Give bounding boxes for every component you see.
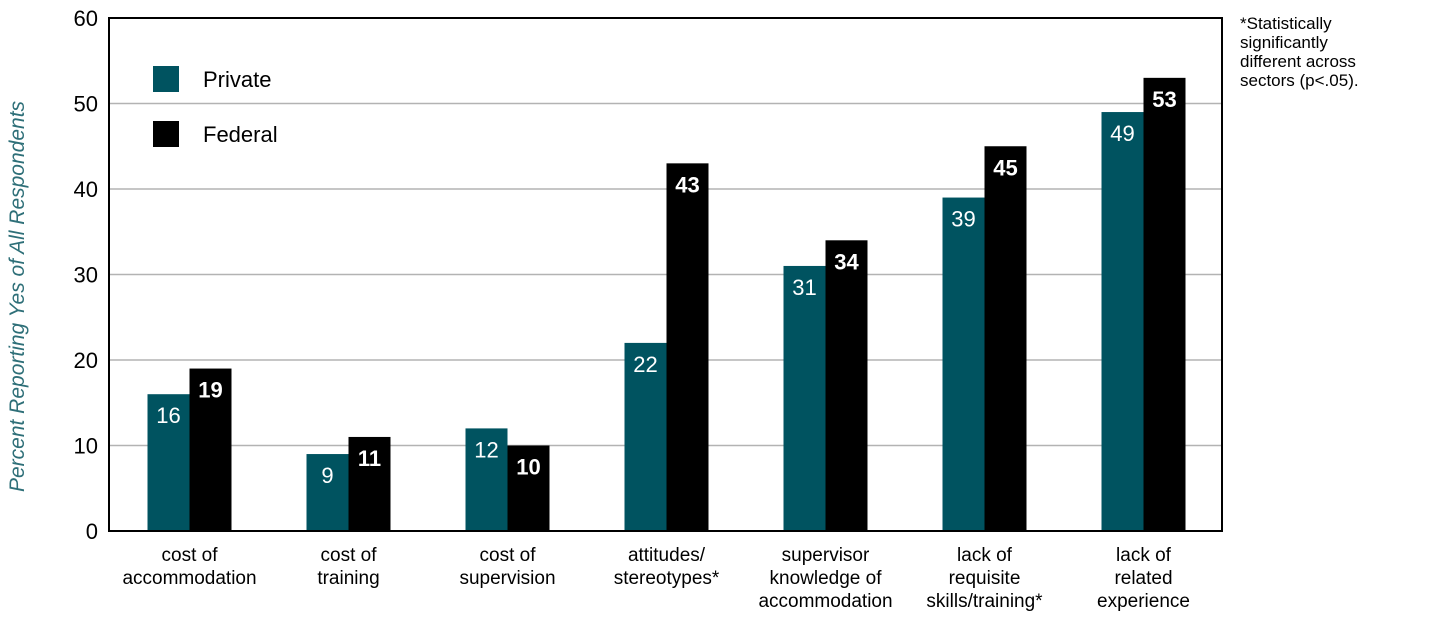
- bar-value-label: 39: [951, 207, 975, 232]
- x-tick-label: skills/training*: [926, 591, 1043, 612]
- bar-private: [783, 265, 826, 531]
- x-tick-label: cost of: [162, 545, 219, 566]
- bar-value-label: 53: [1152, 87, 1176, 112]
- bar-federal: [348, 436, 391, 531]
- legend-label: Federal: [203, 122, 278, 147]
- x-tick-label: related: [1114, 568, 1172, 589]
- note-line: different across: [1240, 52, 1356, 71]
- bar-value-label: 34: [834, 249, 859, 274]
- bar-private: [1101, 112, 1144, 532]
- bar-federal: [1143, 77, 1186, 531]
- note-line: sectors (p<.05).: [1240, 71, 1359, 90]
- bar-private: [624, 342, 667, 531]
- note-line: *Statistically: [1240, 14, 1332, 33]
- y-tick-label: 0: [86, 519, 98, 544]
- x-tick-label: attitudes/: [628, 545, 706, 566]
- y-tick-label: 60: [74, 6, 98, 31]
- bar-federal: [189, 368, 232, 531]
- bar-value-label: 11: [358, 446, 381, 471]
- x-tick-label: lack of: [957, 545, 1013, 566]
- note-line: significantly: [1240, 33, 1328, 52]
- bar-private: [306, 454, 349, 531]
- x-tick-label: supervisor: [782, 545, 870, 566]
- bar-value-label: 43: [675, 172, 699, 197]
- bar-value-label: 9: [321, 463, 333, 488]
- bar-federal: [666, 163, 709, 531]
- bar-federal: [984, 146, 1027, 531]
- y-tick-label: 30: [74, 263, 98, 288]
- bar-value-label: 19: [198, 378, 222, 403]
- x-tick-label: lack of: [1116, 545, 1172, 566]
- bar-value-label: 22: [633, 352, 657, 377]
- x-tick-label: experience: [1097, 591, 1190, 612]
- bar-value-label: 10: [516, 455, 540, 480]
- x-tick-label: accommodation: [122, 568, 256, 589]
- y-axis-title: Percent Reporting Yes of All Respondents: [6, 100, 29, 492]
- x-tick-label: requisite: [949, 568, 1021, 589]
- bar-value-label: 31: [792, 275, 816, 300]
- x-tick-label: supervision: [459, 568, 555, 589]
- x-tick-label: accommodation: [758, 591, 892, 612]
- legend-label: Private: [203, 67, 271, 92]
- bar-value-label: 12: [474, 437, 498, 462]
- y-tick-label: 50: [74, 92, 98, 117]
- bar-private: [147, 394, 190, 531]
- y-tick-label: 20: [74, 348, 98, 373]
- legend-swatch-private: [153, 66, 179, 92]
- y-tick-label: 40: [74, 177, 98, 202]
- bar-private: [465, 428, 508, 531]
- bar-value-label: 49: [1110, 121, 1134, 146]
- bar-federal: [825, 240, 868, 532]
- significance-note: *Statistically significantly different a…: [1240, 14, 1430, 90]
- x-tick-label: cost of: [321, 545, 378, 566]
- plot-frame: [108, 17, 1223, 532]
- x-tick-label: training: [317, 568, 379, 589]
- y-tick-label: 10: [74, 434, 98, 459]
- legend-swatch-federal: [153, 121, 179, 147]
- x-tick-label: knowledge of: [770, 568, 883, 589]
- bar-value-label: 45: [993, 155, 1017, 180]
- bar-private: [942, 197, 985, 532]
- bar-value-label: 16: [156, 403, 180, 428]
- x-tick-label: cost of: [480, 545, 537, 566]
- x-tick-label: stereotypes*: [614, 568, 720, 589]
- bar-federal: [507, 445, 550, 531]
